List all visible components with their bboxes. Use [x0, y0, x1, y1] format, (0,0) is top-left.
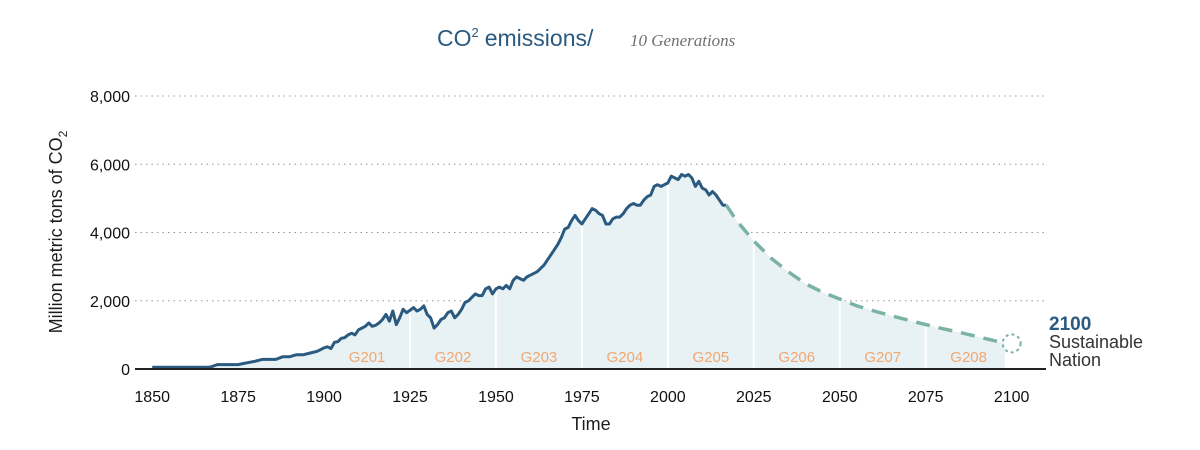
generation-label: G204	[607, 349, 644, 366]
x-tick-label: 1875	[220, 389, 256, 406]
x-tick-label: 1975	[564, 389, 600, 406]
area-layer	[152, 174, 1005, 369]
historical-series-line	[152, 173, 727, 369]
y-tick-label: 8,000	[90, 89, 130, 106]
x-tick-label: 1925	[392, 389, 428, 406]
projection-series-line	[724, 204, 1006, 345]
chart-subtitle: 10 Generations	[630, 31, 736, 50]
y-tick-label: 0	[121, 362, 130, 379]
x-tick-label: 1850	[134, 389, 170, 406]
endpoint-line2: Nation	[1049, 350, 1101, 370]
x-tick-label: 2025	[736, 389, 772, 406]
series-lines	[152, 173, 1006, 369]
endpoint-annotation: 2100 Sustainable Nation	[1001, 314, 1143, 370]
x-tick-label: 2000	[650, 389, 686, 406]
x-tick-label: 1950	[478, 389, 514, 406]
generation-labels: G201 G202 G203 G204 G205 G206 G207 G208	[349, 349, 987, 366]
x-tick-label: 2075	[908, 389, 944, 406]
generation-label: G207	[864, 349, 901, 366]
y-tick-label: 2,000	[90, 294, 130, 311]
tick-labels: 1850 1875 1900 1925 1950 1975 2000 2025 2050 2075…	[90, 89, 1030, 406]
x-tick-label: 2050	[822, 389, 858, 406]
y-axis-title: Million metric tons of CO2	[46, 130, 70, 333]
chart-title: CO2 emissions/	[437, 25, 594, 51]
generation-label: G206	[778, 349, 815, 366]
gridlines	[135, 95, 1046, 302]
endpoint-marker	[1001, 333, 1022, 354]
y-tick-label: 4,000	[90, 226, 130, 243]
endpoint-year: 2100	[1049, 314, 1091, 335]
generation-label: G205	[692, 349, 729, 366]
x-tick-label: 2100	[994, 389, 1030, 406]
x-tick-label: 1900	[306, 389, 342, 406]
endpoint-line1: Sustainable	[1049, 332, 1143, 352]
generation-dividers	[409, 183, 927, 369]
generation-label: G203	[521, 349, 558, 366]
generation-label: G202	[435, 349, 472, 366]
generation-label: G208	[950, 349, 987, 366]
y-tick-label: 6,000	[90, 157, 130, 174]
generation-label: G201	[349, 349, 386, 366]
emissions-area	[152, 174, 1005, 369]
x-axis-title: Time	[571, 414, 610, 434]
